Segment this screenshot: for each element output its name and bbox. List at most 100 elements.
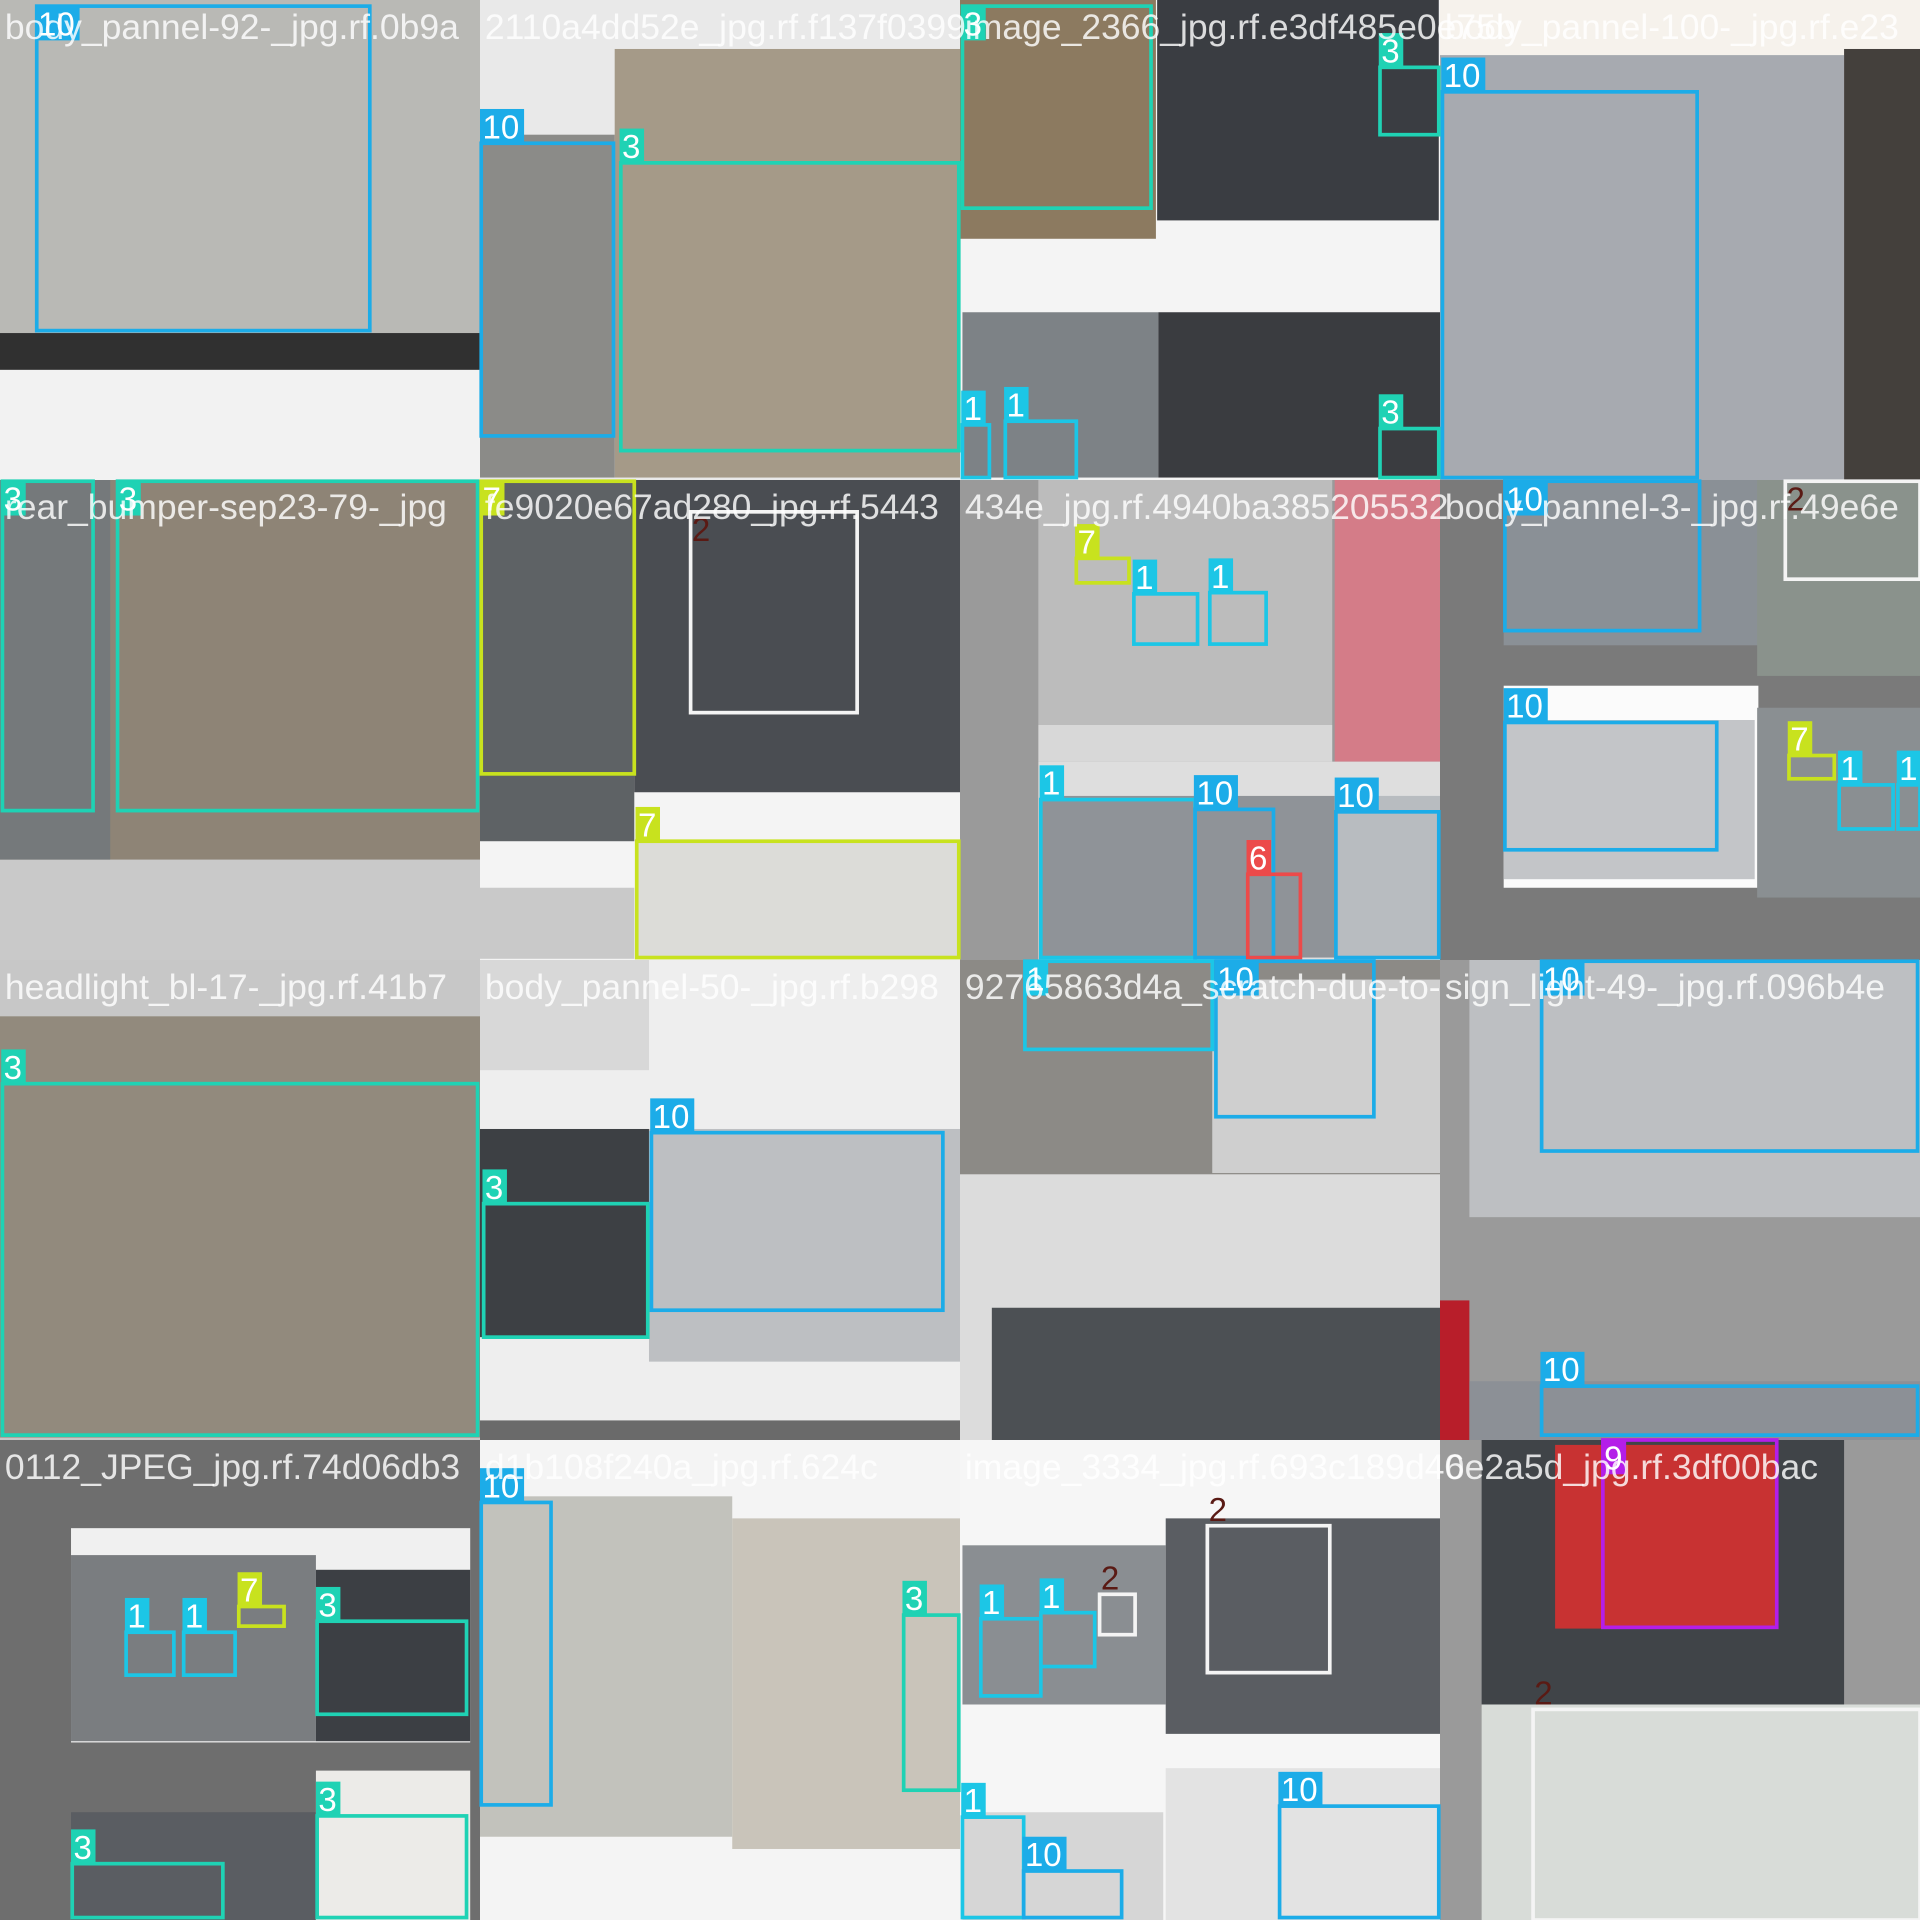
bounding-box [1539,1384,1920,1437]
box-label-bg [1214,961,1259,996]
photo-region [480,960,649,1071]
box-label: 10 [1196,775,1233,812]
box-label: 1 [1840,751,1858,788]
bounding-box [1539,959,1920,1153]
bounding-box [1207,590,1268,646]
photo-region [1440,1300,1470,1440]
box-label-bg [1540,1351,1585,1387]
box-label-bg [1,1049,26,1084]
bounding-box [481,1201,650,1339]
box-label: 1 [964,391,982,428]
photo-region [1469,1381,1920,1440]
box-label: 7 [482,482,500,519]
photo-region [991,1307,1440,1440]
box-label-bg [182,1597,207,1633]
photo-region [636,841,960,959]
box-label-bg [1540,961,1585,996]
box-label: 10 [482,1469,519,1506]
tile-filename: image_3334_jpg.rf.693c189d40 [965,1447,1464,1487]
box-label: 3 [119,482,137,519]
box-label: 3 [964,7,982,44]
box-label: 3 [4,482,22,519]
box-label: 10 [653,1099,690,1136]
box-label: 10 [1506,482,1543,519]
box-label-bg [650,1098,695,1133]
box-label-bg [1246,840,1272,875]
box-label: 10 [1444,58,1481,95]
photo-region [480,480,635,842]
photo-region [1038,724,1333,762]
box-label: 3 [485,1170,503,1207]
photo-region [1040,795,1335,958]
bounding-box [688,510,859,715]
bounding-box [1132,592,1200,646]
box-label: 1 [127,1598,145,1635]
tile-filename: body_pannel-50-_jpg.rf.b298 [485,967,939,1007]
bounding-box [1378,426,1441,480]
photo-region [1555,1444,1776,1629]
bounding-box [315,1814,469,1920]
photo-region [0,1016,480,1438]
box-label-bg [1193,775,1238,810]
bounding-box [479,479,637,776]
box-label: 10 [1543,1352,1580,1389]
box-label: 3 [4,1050,22,1087]
photo-region [1440,55,1845,480]
photo-region [1334,480,1440,762]
bounding-box [1003,419,1079,480]
tile-filename: image_2366_jpg.rf.e3df485e0e75b [965,7,1516,47]
box-label-bg [1837,750,1863,785]
tile-filename: 0112_JPEG_jpg.rf.74d06db3 [5,1447,460,1487]
box-label: 2 [1534,1675,1552,1712]
box-label-bg [1601,1440,1627,1475]
bounding-box [1038,1610,1097,1669]
tile-filename: body_pannel-3-_jpg.rf.49e6e [1445,487,1899,527]
bounding-box [1378,65,1441,137]
box-label: 2 [1209,1492,1227,1529]
photo-region [71,1555,316,1742]
box-label: 7 [638,807,656,844]
box-label: 1 [1211,559,1229,596]
bounding-box [315,1619,469,1717]
box-label-bg [635,806,660,842]
box-label-bg [1208,558,1234,593]
box-label-bg [1278,1771,1323,1807]
photo-region [1038,480,1333,725]
box-label: 10 [482,109,519,146]
box-label: 9 [1604,1440,1622,1477]
bounding-box [1097,1592,1137,1637]
photo-region [614,48,960,478]
box-label-bg [1132,559,1158,594]
box-label-bg [480,481,505,516]
photo-region [1165,1518,1440,1734]
bounding-box [1205,1523,1332,1675]
box-label-bg [71,1829,96,1864]
box-label-bg [1896,750,1920,785]
box-label-bg [1334,777,1379,812]
box-label-bg [480,108,525,144]
photo-region [1503,720,1755,880]
photo-region [962,312,1159,478]
photo-region [480,1496,733,1837]
box-label-bg [1378,33,1404,68]
box-label-bg [961,6,986,41]
box-label: 3 [622,129,640,166]
tile-filename: 6e2a5d_jpg.rf.3df00bac [1445,1447,1818,1487]
photo-region [1469,960,1920,1218]
photo-region [480,1128,649,1338]
box-label: 3 [318,1782,336,1819]
box-label-bg [1023,961,1049,996]
box-label: 1 [185,1598,203,1635]
photo-region [960,0,1156,239]
bounding-box [0,1081,480,1437]
box-label-bg [961,1782,986,1818]
tile-filename: 92765863d4a_scratch-due-to- [965,967,1441,1007]
bounding-box [649,1130,945,1313]
box-label-bg [1503,481,1548,516]
bounding-box [618,161,961,453]
photo-region [480,1420,960,1440]
box-label: 10 [1506,689,1543,726]
box-label-bg [1378,394,1404,429]
bounding-box [124,1630,176,1677]
photo-region [962,1545,1166,1705]
